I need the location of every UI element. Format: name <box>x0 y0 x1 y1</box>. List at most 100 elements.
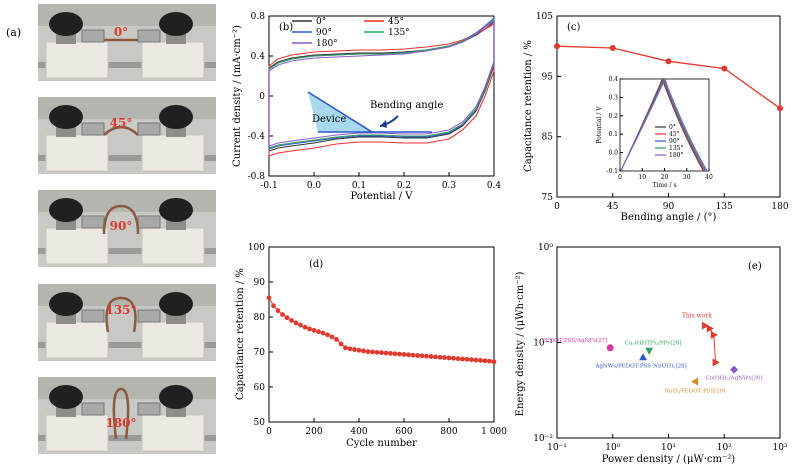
gcd-ytick-label: 0.4 <box>608 76 618 83</box>
photo-sketch: 0° <box>38 4 216 81</box>
cycle-ytick-label: 100 <box>248 243 265 253</box>
cycle-axes <box>268 246 495 423</box>
cycle-point <box>271 303 276 309</box>
ref-point <box>730 365 739 374</box>
right-clamp <box>137 29 161 43</box>
cv-legend-label: 180° <box>316 39 338 49</box>
left-block <box>45 41 109 79</box>
left-knob <box>49 385 83 409</box>
cv-xtick-label: 0.3 <box>442 181 457 191</box>
angle-label: 0° <box>114 25 128 39</box>
panel-b-label: (b) <box>279 22 293 33</box>
gcd-ytick-label: -0.1 <box>606 168 618 175</box>
gcd-series-4 <box>620 77 708 172</box>
angle-xlabel: Bending angle / (°) <box>621 212 717 223</box>
left-block <box>45 414 109 452</box>
gcd-legend-label: 180° <box>669 152 683 159</box>
ref-point <box>645 347 654 355</box>
angle-ylabel: Capacitance retention / % <box>523 40 534 172</box>
cycle-ytick-label: 90 <box>254 278 266 288</box>
inset-bent-line <box>307 91 373 133</box>
ragone-xtick-label: 10² <box>717 443 732 453</box>
cycle-point <box>491 359 497 365</box>
gcd-xtick-label: 20 <box>661 174 669 181</box>
cv-legend-label: 45° <box>388 17 404 27</box>
ragone-xtick-label: 10⁰ <box>605 443 620 453</box>
cycle-point <box>307 326 312 332</box>
cycle-ytick-label: 70 <box>254 348 266 358</box>
cycle-point <box>392 351 398 357</box>
left-block <box>45 321 109 359</box>
angle-point <box>777 105 783 112</box>
cycle-point <box>406 352 411 358</box>
ref-point <box>691 377 699 386</box>
this-work-label: This work <box>682 313 712 320</box>
cycle-point <box>455 356 461 362</box>
device-strip <box>103 125 139 136</box>
gcd-xtick-label: 40 <box>705 174 713 181</box>
right-block <box>141 134 205 172</box>
gcd-ytick-label: 0.3 <box>608 94 618 101</box>
cycle-point <box>325 332 330 338</box>
cycle-point <box>316 329 321 335</box>
ragone-xlabel: Power density / (μW·cm⁻²) <box>602 454 735 465</box>
gcd-inset-axes <box>619 78 710 172</box>
this-work-point <box>710 330 718 339</box>
cycle-xtick-label: 200 <box>305 427 322 437</box>
right-clamp <box>137 122 161 136</box>
angle-label: 180° <box>105 416 136 430</box>
cv-xtick-label: 0.2 <box>397 181 411 191</box>
cycle-point <box>302 324 308 330</box>
ragone-xtick-label: 10⁻¹ <box>547 443 567 453</box>
cycle-point <box>469 357 474 363</box>
ref-point <box>639 353 648 361</box>
cycle-point <box>374 349 380 355</box>
cycle-point <box>293 320 299 326</box>
right-knob-base <box>166 127 186 137</box>
cycle-point <box>361 348 366 354</box>
gcd-legend-label: 135° <box>669 145 683 152</box>
ref-point <box>606 344 614 352</box>
left-knob <box>49 198 83 222</box>
cycle-xtick-label: 1 000 <box>481 427 507 437</box>
cycle-ytick-label: 50 <box>254 418 266 428</box>
right-knob <box>159 385 193 409</box>
right-knob <box>159 12 193 36</box>
photo-135: 135° <box>38 284 216 361</box>
cycle-point <box>338 341 344 347</box>
photo-45: 45° <box>38 97 216 174</box>
cycle-xtick-label: 0 <box>266 427 272 437</box>
cv-xtick-label: 0.1 <box>352 181 366 191</box>
cv-series-2 <box>268 16 495 150</box>
cycle-point <box>284 315 290 321</box>
cycle-point <box>379 350 384 356</box>
left-clamp <box>81 29 105 43</box>
gcd-legend-label: 45° <box>669 131 680 138</box>
gcd-legend-label: 90° <box>669 138 680 145</box>
cycle-point <box>383 350 389 356</box>
cycle-point <box>352 347 357 352</box>
inset-device-label: Device <box>312 114 346 125</box>
left-knob-base <box>56 127 76 137</box>
photo-180: 180° <box>38 377 216 454</box>
ref-label: Co(OH)₂/AgNWs[30] <box>705 375 762 382</box>
angle-ytick-label: 85 <box>542 133 554 143</box>
rail <box>38 248 216 254</box>
cycle-point <box>473 357 479 363</box>
this-work-point <box>706 324 714 333</box>
right-knob <box>159 198 193 222</box>
device-strip <box>105 296 137 333</box>
cycle-point <box>388 351 393 356</box>
cycle-point <box>370 349 375 355</box>
cycle-point <box>365 349 371 355</box>
cv-legend-label: 0° <box>316 17 326 27</box>
left-knob-base <box>56 220 76 230</box>
device-strip <box>112 387 130 440</box>
angle-point <box>609 44 616 51</box>
angle-ytick-label: 105 <box>536 12 553 22</box>
cv-ytick-label: 0.4 <box>251 52 266 62</box>
gcd-xtick-label: 10 <box>638 174 646 181</box>
photo-sketch: 180° <box>38 377 216 454</box>
ragone-ytick-label: 10⁻² <box>533 434 553 444</box>
